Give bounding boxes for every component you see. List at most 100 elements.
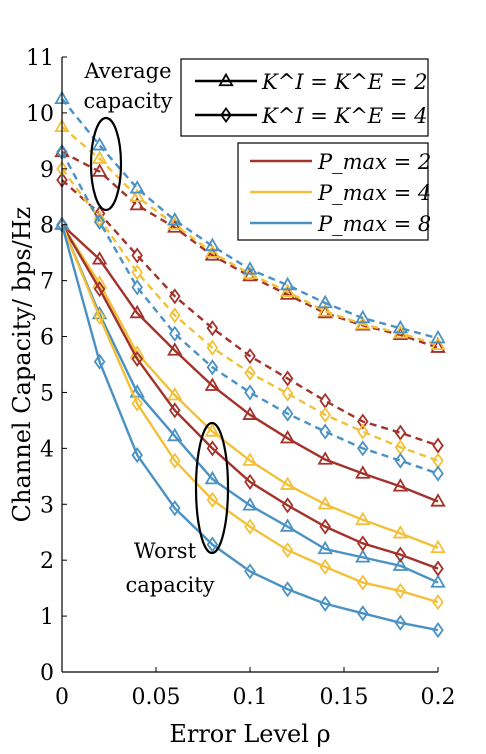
series-5-point-10 [432,465,444,482]
series-11-point-8 [357,605,369,622]
series-9-point-5 [244,473,256,490]
series-1-point-10 [430,336,446,351]
series-6-point-3 [167,342,183,356]
legend-layer: K^I = K^E = 2 K^I = K^E = 4 P_max = 2 P_max… [180,58,431,241]
series-9-point-1 [93,280,106,298]
series-6-point-2 [129,304,145,319]
series-6-line [61,223,439,503]
y-tick-label-10: 10 [26,102,54,127]
legend-powers-label-0: P_max = 2 [317,150,431,174]
series-4-line [61,168,439,462]
series-0-point-4 [204,247,221,261]
series-11-point-10 [432,622,444,639]
x-tick-label-3: 0.15 [320,685,369,710]
series-8-point-3 [167,427,183,442]
legend-markers-symbol-0 [218,72,234,87]
series-10-point-7 [319,558,331,575]
series-1-point-4 [204,244,221,258]
series-1-point-2 [129,188,145,202]
series-3-line [61,179,439,447]
series-6-point-7 [317,451,333,465]
series-11-point-7 [319,595,331,612]
series-10-point-10 [432,594,444,611]
series-2-point-9 [392,319,409,334]
x-tick-label-0: 0 [55,685,69,710]
series-10-line [60,224,439,604]
series-9-point-7 [319,518,331,535]
y-axis-label: Channel Capacity/ bps/Hz [8,207,36,523]
series-9-point-4 [206,440,219,457]
series-10-point-3 [169,452,181,469]
series-5-point-4 [206,359,219,376]
series-5-point-3 [169,325,181,342]
series-1-line [61,125,439,347]
series-2-line [61,98,439,340]
series-2-point-8 [355,309,371,324]
series-3-point-6 [281,370,294,387]
series-2-point-10 [430,329,446,344]
series-10-point-5 [244,518,256,535]
series-3-point-8 [357,413,369,430]
series-0-point-6 [279,286,296,300]
series-2-point-4 [204,237,221,252]
y-tick-label-1: 1 [40,605,54,630]
series-7-point-9 [392,525,409,539]
series-1-point-7 [317,303,333,317]
series-9-line [60,224,439,570]
series-6-point-8 [355,465,371,479]
series-3-point-4 [206,320,219,337]
series-2-point-1 [91,137,108,151]
series-0-line [61,150,439,349]
y-tick-label-2: 2 [40,549,54,574]
series-9-point-10 [432,560,444,577]
annotation-worst-ellipse [194,421,230,555]
annotation-average-ellipse [89,116,123,212]
y-tick-label-7: 7 [40,270,54,295]
series-2-point-2 [129,180,145,194]
series-4-point-5 [244,364,256,381]
series-7-point-8 [355,511,371,526]
series-5-point-6 [281,405,294,422]
x-axis-label: Error Level ρ [169,720,330,748]
series-1-point-1 [91,150,108,164]
y-tick-label-3: 3 [40,493,54,518]
series-8-point-9 [392,557,409,571]
series-6-point-5 [242,406,258,420]
series-7-point-5 [242,452,258,466]
series-4-point-2 [131,264,143,281]
series-2-point-5 [242,261,258,275]
series-5-line [60,151,439,475]
series-8-point-5 [242,497,258,511]
series-5-point-7 [319,423,331,440]
series-5-point-2 [131,279,143,296]
series-3-point-10 [432,437,444,454]
series-9-point-6 [281,497,294,514]
series-11-point-5 [244,563,256,580]
legend-powers-label-1: P_max = 4 [317,181,431,205]
series-6-point-4 [204,377,221,391]
y-tick-label-8: 8 [40,214,54,239]
series-1-point-6 [279,283,296,297]
series-3-point-5 [244,348,256,365]
series-6-point-10 [430,493,446,507]
y-tick-label-6: 6 [40,326,54,351]
series-3-point-7 [319,392,331,409]
series-10-point-2 [131,395,143,412]
series-7-point-10 [430,539,446,554]
series-5-point-8 [357,440,369,457]
series-3-point-3 [169,288,181,305]
series-9-point-3 [169,402,181,419]
series-10-point-4 [206,491,219,508]
y-tick-label-11: 11 [26,46,54,71]
legend-markers-symbol-1 [220,106,232,124]
annotation-layer: Average capacity Worst capacity [83,59,230,597]
series-7-point-6 [279,476,296,490]
series-6-point-1 [91,251,108,265]
legend-markers-box [180,58,429,137]
series-11-line [60,224,439,632]
y-tick-label-5: 5 [40,381,54,406]
series-4-point-7 [319,406,331,423]
series-6-point-6 [279,429,296,444]
series-11-point-9 [394,614,407,631]
